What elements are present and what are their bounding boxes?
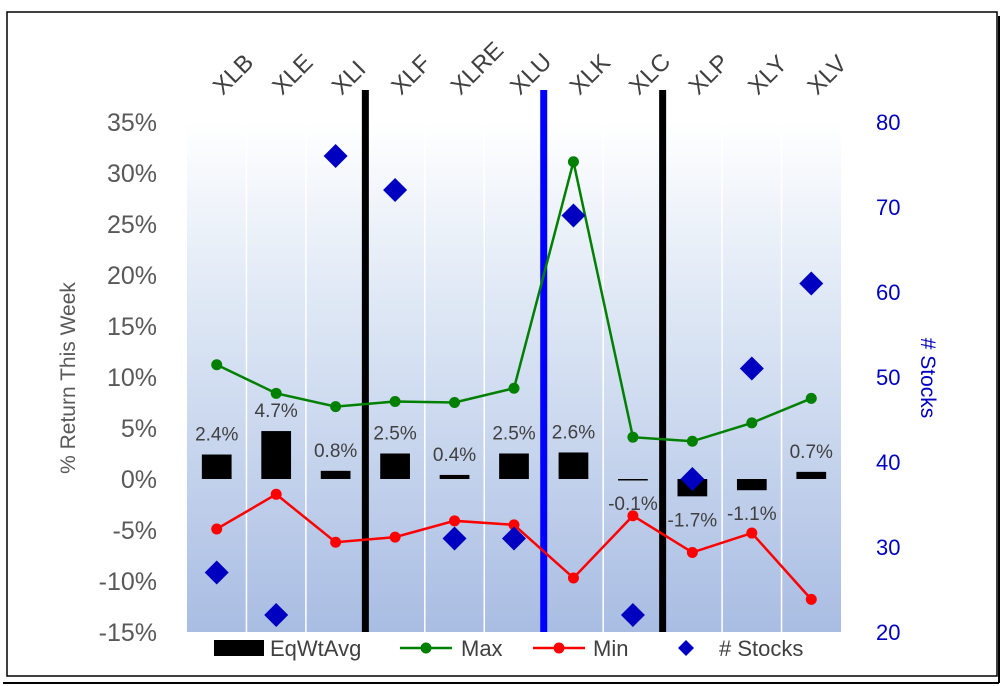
data-label-xlk: 2.6%	[552, 422, 595, 443]
max-point-xlk	[567, 156, 579, 168]
data-label-xlv: 0.7%	[790, 442, 833, 463]
stocks-marker-xlc	[620, 603, 645, 627]
max-point-xlv	[805, 392, 817, 404]
y2-tick-label: 50	[876, 365, 900, 390]
data-label-xlc: -0.1%	[608, 494, 658, 515]
y-tick-label: 0%	[121, 466, 157, 494]
max-point-xli	[330, 401, 342, 413]
max-point-xlu	[508, 382, 520, 394]
line-series	[211, 156, 817, 605]
bar-xlk	[558, 452, 589, 479]
y-tick-label: 5%	[121, 415, 157, 443]
legend-label-max: Max	[461, 636, 503, 661]
group-separators	[361, 90, 667, 632]
y-tick-label: -5%	[113, 517, 157, 545]
stocks-marker-xly	[739, 356, 764, 381]
data-label-xlu: 2.5%	[492, 424, 535, 445]
min-point-xli	[330, 536, 342, 548]
data-label-xly: -1.1%	[727, 504, 777, 525]
stocks-marker-xle	[264, 603, 289, 627]
eqwtavg-bars	[201, 431, 827, 497]
data-label-xli: 0.8%	[314, 441, 357, 462]
bar-xlb	[201, 454, 232, 479]
min-point-xlb	[211, 523, 223, 535]
bar-xly	[736, 479, 767, 491]
y-tick-label: 30%	[107, 160, 157, 188]
data-label-xlre: 0.4%	[433, 445, 476, 466]
bar-xle	[261, 431, 292, 479]
data-label-xlb: 2.4%	[195, 425, 238, 446]
legend-swatch-stocks	[678, 640, 694, 656]
y-tick-label: -10%	[99, 568, 157, 596]
max-point-xlf	[389, 395, 401, 407]
data-label-xle: 4.7%	[255, 401, 298, 422]
y2-tick-label: 70	[876, 195, 900, 220]
min-point-xlu	[508, 519, 520, 531]
data-label-xlf: 2.5%	[373, 424, 416, 445]
stocks-marker-xlf	[383, 178, 408, 202]
bar-xlf	[380, 453, 410, 479]
bar-xlu	[499, 453, 529, 479]
legend-swatch-min-dot	[553, 642, 565, 654]
stocks-marker-xlre	[442, 526, 467, 551]
min-point-xly	[746, 527, 758, 539]
max-point-xle	[270, 387, 282, 399]
legend-label-eqwtavg: EqWtAvg	[270, 636, 361, 661]
plot-area	[187, 122, 841, 632]
stocks-marker-xlu	[502, 526, 526, 551]
y2-tick-label: 60	[876, 280, 900, 305]
y-tick-label: -15%	[99, 619, 157, 647]
y-tick-label: 35%	[107, 109, 157, 137]
legend: EqWtAvg Max Min # Stocks	[214, 636, 803, 661]
min-point-xlc	[627, 510, 639, 522]
max-point-xlre	[449, 397, 461, 408]
legend-swatch-eqwtavg	[214, 640, 264, 656]
legend-label-stocks: # Stocks	[719, 636, 803, 661]
min-point-xlre	[449, 515, 461, 527]
bar-xlv	[796, 471, 827, 479]
stocks-marker-xlv	[799, 271, 824, 296]
stocks-markers	[204, 144, 824, 627]
legend-label-min: Min	[593, 636, 628, 661]
axes: 35% 30% 25% 20% 15% 10% 5% 0% -5% -10% -15% 80 70 60 5…	[99, 37, 901, 647]
y-tick-label: 20%	[107, 262, 157, 290]
y2-tick-label: 20	[876, 620, 900, 645]
min-point-xlv	[805, 593, 817, 605]
bar-xlre	[439, 474, 470, 479]
max-point-xlc	[627, 431, 639, 443]
data-label-xlp: -1.7%	[668, 510, 718, 531]
stocks-marker-xli	[323, 144, 348, 168]
y2-tick-label: 80	[876, 110, 900, 135]
y2-axis-title: # Stocks	[916, 338, 939, 419]
max-point-xly	[746, 417, 758, 429]
min-point-xlf	[389, 531, 401, 543]
y2-tick-label: 40	[876, 450, 900, 475]
max-point-xlp	[686, 435, 698, 447]
max-point-xlb	[211, 359, 223, 371]
y-tick-label: 10%	[107, 364, 157, 392]
stocks-marker-xlb	[204, 560, 229, 585]
bar-xli	[320, 470, 351, 479]
min-point-xlp	[686, 546, 698, 558]
min-point-xlk	[567, 572, 579, 584]
y-tick-label: 15%	[107, 313, 157, 341]
stocks-marker-xlp	[680, 467, 705, 491]
min-point-xle	[270, 488, 282, 500]
stocks-marker-xlk	[561, 203, 586, 228]
bar-xlc	[618, 479, 648, 481]
y-axis-title: % Return This Week	[57, 282, 80, 474]
data-labels: 2.4% 4.7% 0.8% 2.5% 0.4% 2.5% 2.6% -0.1% -1.7% -1…	[195, 401, 833, 531]
y-tick-label: 25%	[107, 211, 157, 239]
legend-swatch-max-dot	[420, 642, 432, 654]
y2-tick-label: 30	[876, 535, 900, 560]
